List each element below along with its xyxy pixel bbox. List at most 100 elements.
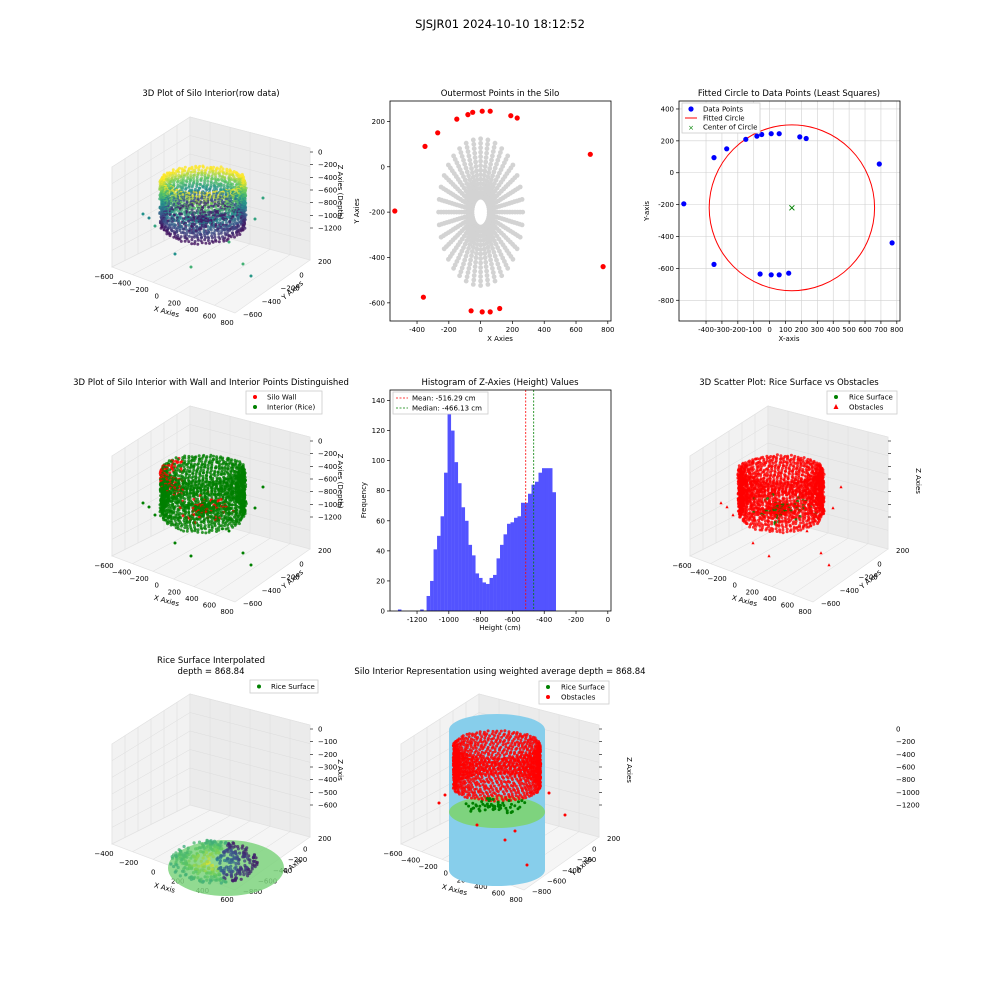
legend-label: Silo Wall	[267, 394, 297, 402]
outer-point	[487, 108, 493, 114]
histogram-bar	[521, 502, 525, 611]
inner-point	[489, 157, 494, 163]
x-tick-label: -400	[698, 326, 714, 334]
outer-point	[392, 208, 398, 214]
outlier-point	[153, 513, 157, 517]
silo-point	[203, 179, 207, 183]
silo-point	[205, 166, 209, 170]
silo-point	[225, 208, 229, 211]
inner-point	[472, 268, 478, 274]
silo-point	[188, 521, 192, 525]
x-tick-label: 200	[506, 326, 519, 334]
silo-point	[237, 522, 241, 526]
x-tick-label: 400	[538, 326, 551, 334]
center-point	[789, 204, 795, 211]
silo-point	[220, 527, 224, 531]
inner-point	[441, 246, 447, 252]
data-point	[724, 146, 730, 152]
z-tick-label: −1200	[318, 514, 342, 522]
legend: Data Points Fitted Circle × Center of Ci…	[681, 102, 761, 134]
x-tick-label: 800	[798, 608, 811, 616]
silo-point	[200, 527, 204, 531]
panel-title: Outermost Points in the Silo	[441, 89, 560, 99]
panel-wall-vs-interior: 3D Plot of Silo Interior with Wall and I…	[73, 378, 349, 616]
inner-point	[471, 141, 477, 147]
silo-point	[173, 519, 177, 522]
silo-point	[214, 239, 218, 243]
inner-point	[484, 150, 489, 156]
inner-point	[463, 278, 469, 284]
data-point	[768, 131, 774, 137]
x-axis-label: X-axis	[779, 335, 800, 343]
silo-point	[775, 453, 779, 457]
data-point	[776, 131, 782, 137]
silo-point	[191, 472, 195, 476]
panel-title: Histogram of Z-Axies (Height) Values	[421, 378, 579, 388]
silo-point	[216, 214, 220, 218]
x-tick-label: -400	[536, 616, 552, 624]
silo-point	[753, 457, 757, 461]
silo-point	[176, 219, 180, 223]
histogram-bar	[535, 481, 539, 611]
inner-point	[478, 136, 483, 142]
panel-fitted-circle: Fitted Circle to Data Points (Least Squa…	[643, 89, 904, 343]
silo-point	[196, 524, 200, 528]
outer-point	[470, 109, 476, 115]
silo-point	[195, 487, 199, 491]
silo-point	[204, 480, 208, 484]
silo-point	[193, 170, 197, 174]
silo-point	[224, 463, 228, 466]
silo-point	[188, 231, 192, 235]
inner-point	[514, 246, 520, 252]
outer-point	[508, 113, 514, 119]
inner-point	[491, 145, 497, 150]
silo-point	[769, 470, 772, 474]
silo-point	[210, 177, 214, 181]
y-tick-label: −400	[262, 587, 281, 595]
inner-point	[436, 209, 441, 215]
silo-point	[177, 237, 181, 241]
inner-point	[464, 145, 470, 150]
inner-point	[519, 197, 525, 202]
silo-point	[763, 463, 767, 467]
x-tick-label: 100	[779, 326, 792, 334]
silo-point	[174, 169, 178, 173]
silo-point	[167, 174, 171, 178]
outlier-point	[227, 529, 231, 533]
x-tick-label: 800	[220, 608, 233, 616]
inner-point	[466, 266, 472, 271]
legend-marker-data-points	[688, 106, 694, 112]
histogram-bar	[468, 544, 473, 611]
data-point	[889, 240, 895, 246]
inner-point	[487, 253, 493, 259]
silo-point	[189, 503, 193, 507]
silo-point	[223, 180, 227, 184]
silo-point	[205, 193, 209, 197]
inner-point	[492, 278, 498, 284]
x-tick-label: −200	[708, 575, 727, 583]
y-tick-label: 40	[376, 547, 385, 555]
silo-point	[182, 198, 186, 202]
silo-point	[233, 523, 237, 527]
silo-point	[201, 165, 205, 169]
silo-point	[212, 225, 216, 229]
silo-point	[188, 197, 191, 201]
silo-point	[187, 240, 191, 244]
inner-point	[470, 282, 476, 287]
inner-point	[483, 264, 489, 270]
histogram-bar	[426, 595, 431, 611]
outer-point	[514, 115, 520, 121]
silo-point	[165, 232, 169, 236]
silo-point	[207, 525, 211, 529]
inner-point	[469, 253, 474, 259]
silo-point	[789, 453, 793, 457]
inner-point	[478, 265, 483, 270]
silo-point	[773, 470, 777, 474]
x-tick-label: 800	[601, 326, 614, 334]
histogram-bar	[500, 544, 504, 611]
y-tick-label: 0	[299, 271, 303, 279]
inner-point	[467, 261, 473, 267]
x-tick-label: 600	[569, 326, 582, 334]
histogram-bar	[524, 502, 529, 611]
